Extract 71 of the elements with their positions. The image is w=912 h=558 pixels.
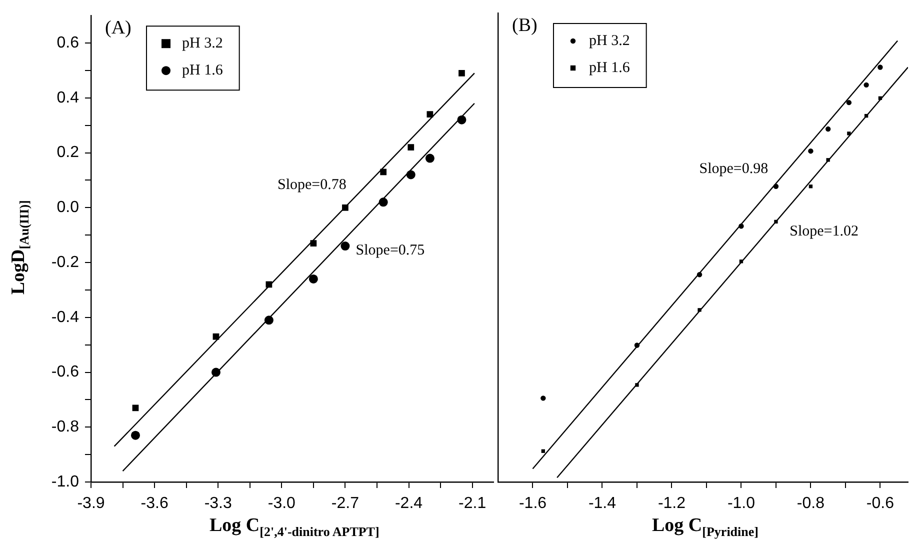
annotation: Slope=0.98 [699, 161, 768, 178]
point [541, 449, 546, 453]
point [826, 158, 830, 162]
x-tick-label: -0.6 [866, 495, 894, 512]
x-tick-label: -1.2 [658, 495, 686, 512]
point [378, 198, 388, 207]
point [864, 82, 869, 88]
y-tick-label: 0.4 [56, 89, 80, 106]
x-tick-label: -1.4 [588, 495, 616, 512]
point [308, 274, 318, 284]
point [635, 383, 639, 387]
point [739, 260, 744, 264]
point [847, 132, 851, 136]
x-axis-title: Log C$_{[2',4'-dinitro APTPT]}$ [210, 515, 380, 540]
y-tick-label: -0.2 [51, 254, 80, 271]
point [773, 184, 779, 189]
point [426, 111, 434, 118]
x-tick-label: -3.3 [204, 495, 232, 512]
x-axis-title: Log C$_{[Pyridine]}$ [652, 515, 758, 540]
point [825, 126, 831, 132]
legend-label: pH 1.6 [182, 62, 224, 79]
point [340, 242, 350, 251]
legend-label: pH 3.2 [182, 36, 223, 52]
annotation: Slope=0.78 [278, 177, 346, 194]
annotation: Slope=1.02 [790, 223, 859, 240]
legend-label: pH 1.6 [589, 60, 630, 76]
y-tick-label: -0.6 [51, 364, 80, 381]
annotation: (A) [105, 18, 132, 39]
y-tick-label: -0.4 [51, 308, 80, 326]
x-tick-label: -2.1 [458, 495, 486, 512]
x-tick-label: -3.6 [140, 495, 168, 512]
point [264, 316, 274, 325]
y-tick-label: -0.8 [51, 418, 80, 436]
point [878, 64, 883, 70]
point [380, 168, 387, 176]
legend-label: pH 3.2 [589, 32, 630, 49]
point [211, 368, 220, 377]
point [698, 308, 702, 312]
x-tick-label: -1.0 [727, 495, 756, 512]
point [808, 184, 813, 188]
point [408, 144, 414, 150]
x-tick-label: -0.8 [796, 495, 825, 512]
point [458, 70, 465, 76]
point [457, 115, 466, 124]
x-tick-label: -3.9 [77, 495, 105, 512]
x-tick-label: -2.7 [331, 495, 360, 512]
text: (B) [512, 14, 538, 36]
point [130, 430, 140, 440]
point [738, 224, 744, 229]
annotation: Slope=0.75 [356, 242, 425, 258]
point [878, 96, 882, 100]
y-tick-label: -1.0 [51, 473, 80, 490]
point [774, 220, 778, 224]
point [425, 154, 434, 163]
point [634, 342, 640, 348]
y-tick-label: 0.2 [56, 144, 80, 162]
point [864, 114, 868, 118]
point [132, 404, 139, 412]
point [310, 240, 317, 246]
point [212, 333, 220, 340]
point [808, 148, 814, 154]
x-tick-label: -1.6 [518, 495, 547, 512]
point [406, 170, 416, 180]
point [342, 204, 348, 211]
x-tick-label: -3.0 [268, 495, 296, 512]
point [846, 100, 852, 106]
y-tick-label: 0.0 [56, 199, 80, 216]
x-tick-label: -2.4 [394, 495, 423, 512]
point [696, 272, 702, 278]
point [540, 396, 546, 401]
y-tick-label: 0.6 [56, 34, 80, 52]
